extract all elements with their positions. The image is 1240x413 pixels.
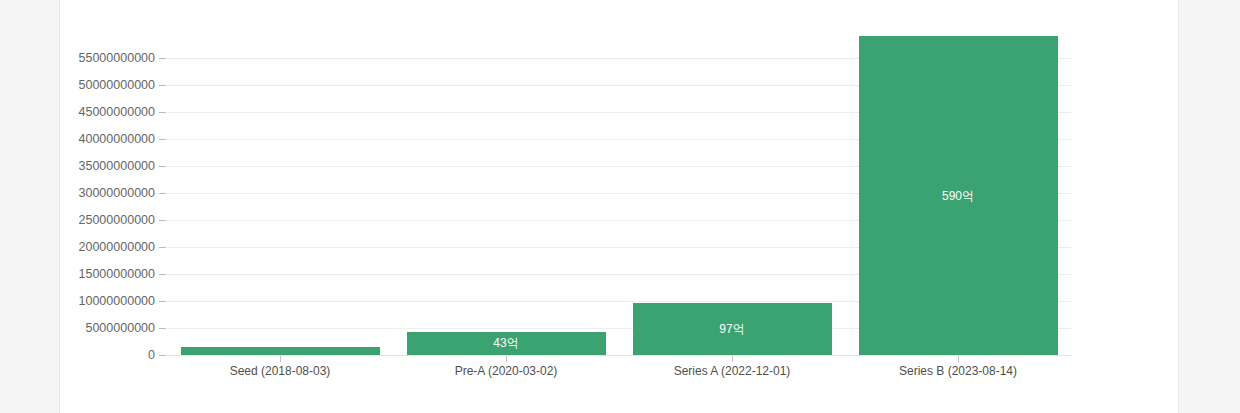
- y-axis-tick: [159, 85, 166, 86]
- y-axis-tick: [159, 355, 166, 356]
- y-axis-tick: [159, 274, 166, 275]
- y-axis-label: 45000000000: [60, 104, 155, 120]
- y-axis-label: 25000000000: [60, 212, 155, 228]
- y-axis-tick: [159, 112, 166, 113]
- y-axis-label: 20000000000: [60, 239, 155, 255]
- x-axis-tick: [958, 356, 959, 362]
- x-axis-label: Seed (2018-08-03): [167, 364, 393, 378]
- y-axis-label: 5000000000: [60, 320, 155, 336]
- bar-value-label: 590억: [942, 189, 974, 203]
- y-axis-label: 55000000000: [60, 50, 155, 66]
- funding-bar[interactable]: [181, 347, 380, 355]
- y-axis-label: 10000000000: [60, 293, 155, 309]
- y-axis-tick: [159, 139, 166, 140]
- y-axis-label: 30000000000: [60, 185, 155, 201]
- x-axis-label: Series A (2022-12-01): [619, 364, 845, 378]
- y-axis-tick: [159, 247, 166, 248]
- y-axis-label: 40000000000: [60, 131, 155, 147]
- x-axis-tick: [506, 356, 507, 362]
- page-background: { "page": { "background_color": "#f5f5f5…: [0, 0, 1240, 413]
- x-axis-label: Pre-A (2020-03-02): [393, 364, 619, 378]
- y-axis-label: 0: [60, 347, 155, 363]
- y-axis-label: 50000000000: [60, 77, 155, 93]
- y-axis-tick: [159, 193, 166, 194]
- bar-value-label: 43억: [493, 336, 518, 350]
- y-axis-label: 35000000000: [60, 158, 155, 174]
- y-axis-tick: [159, 301, 166, 302]
- x-axis-line: [167, 355, 1071, 356]
- funding-bar-chart: 0 5000000000 10000000000 15000000000 2000000…: [60, 0, 1178, 413]
- funding-bar[interactable]: 590억: [859, 36, 1058, 355]
- x-axis-label: Series B (2023-08-14): [845, 364, 1071, 378]
- chart-card: 0 5000000000 10000000000 15000000000 2000000…: [59, 0, 1179, 413]
- y-axis-tick: [159, 166, 166, 167]
- y-axis-tick: [159, 328, 166, 329]
- y-axis-tick: [159, 220, 166, 221]
- x-axis-tick: [280, 356, 281, 362]
- funding-bar[interactable]: 43억: [407, 332, 606, 355]
- funding-bar[interactable]: 97억: [633, 303, 832, 355]
- y-axis-label: 15000000000: [60, 266, 155, 282]
- y-axis-tick: [159, 58, 166, 59]
- bar-value-label: 97억: [719, 322, 744, 336]
- x-axis-tick: [732, 356, 733, 362]
